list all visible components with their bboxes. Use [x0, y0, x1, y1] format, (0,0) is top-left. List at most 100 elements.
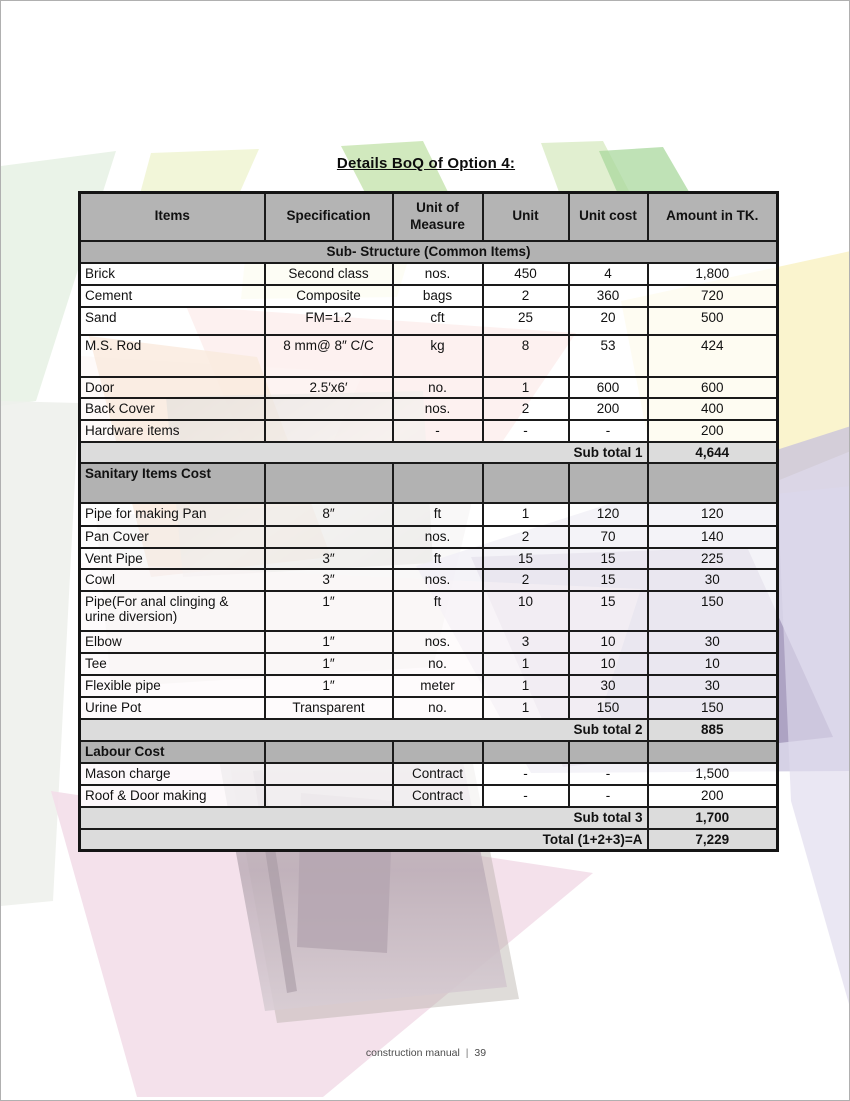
- item-cell: Flexible pipe: [78, 673, 266, 698]
- item-cell: Cowl: [78, 567, 266, 592]
- bg-shape-pale-green-left-low: [1, 401, 79, 906]
- col-header-3: Unit: [481, 191, 570, 242]
- spec-cell: 2.5′x6′: [263, 375, 394, 399]
- subtotal-row: Sub total 2 885: [78, 717, 779, 742]
- item-cell: Roof & Door making: [78, 783, 266, 808]
- item-cell: Mason charge: [78, 761, 266, 786]
- spec-cell: 8″: [263, 501, 394, 527]
- table-row: Sand FM=1.2 cft 25 20 500: [78, 305, 779, 336]
- boq-table-head: Items Specification Unit of Measure Unit Uni…: [78, 191, 779, 242]
- uom-cell: Contract: [391, 761, 484, 786]
- item-cell: Elbow: [78, 629, 266, 654]
- subtotal-label: Sub total 2: [78, 717, 649, 742]
- table-row: Cowl 3″ nos. 2 15 30: [78, 567, 779, 592]
- spec-cell: [263, 418, 394, 443]
- table-row: Vent Pipe 3″ ft 15 15 225: [78, 546, 779, 570]
- spec-cell: [263, 783, 394, 808]
- table-row: Tee 1″ no. 1 10 10: [78, 651, 779, 676]
- unit-cell: 2: [481, 567, 570, 592]
- table-row: Roof & Door making Contract - -200: [78, 783, 779, 808]
- bg-shape-lavender-right-wedge: [777, 451, 849, 1004]
- boq-table: Items Specification Unit of Measure Unit Uni…: [78, 191, 779, 852]
- uom-cell: no.: [391, 375, 484, 399]
- uom-cell: meter: [391, 673, 484, 698]
- grand-total-label: Total (1+2+3)=A: [78, 827, 649, 852]
- unit-cell: 450: [481, 261, 570, 286]
- cost-cell: 10: [567, 651, 649, 676]
- section-banner-cell: [567, 461, 649, 504]
- spec-cell: Composite: [263, 283, 394, 308]
- item-cell: Pipe for making Pan: [78, 501, 266, 527]
- section-banner-cell: [391, 739, 484, 764]
- uom-cell: -: [391, 418, 484, 443]
- cost-cell: 600: [567, 375, 649, 399]
- page-footer: construction manual | 39: [1, 1047, 849, 1059]
- col-header-1: Specification: [263, 191, 394, 242]
- table-row: M.S. Rod 8 mm@ 8″ C/C kg 8 53 424: [78, 333, 779, 378]
- subtotal-row: Sub total 3 1,700: [78, 805, 779, 830]
- uom-cell: nos.: [391, 396, 484, 421]
- unit-cell: -: [481, 783, 570, 808]
- spec-cell: FM=1.2: [263, 305, 394, 336]
- page-title: Details BoQ of Option 4:: [336, 155, 516, 172]
- table-row: Mason charge Contract - -1,500: [78, 761, 779, 786]
- header-row: Items Specification Unit of Measure Unit Uni…: [78, 191, 779, 242]
- unit-cell: 15: [481, 546, 570, 570]
- grand-total-row: Total (1+2+3)=A 7,229: [78, 827, 779, 852]
- section-banner-row: Labour Cost: [78, 739, 779, 764]
- footer-page-number: 39: [474, 1047, 487, 1059]
- footer-label: construction manual: [365, 1047, 460, 1059]
- cost-cell: -: [567, 783, 649, 808]
- section-banner-row: Sub- Structure (Common Items): [78, 239, 779, 264]
- section-banner-cell: [263, 461, 394, 504]
- unit-cell: 3: [481, 629, 570, 654]
- cost-cell: 360: [567, 283, 649, 308]
- unit-cell: 1: [481, 501, 570, 527]
- section-label: Sub- Structure (Common Items): [78, 239, 779, 264]
- amount-cell: 600: [646, 375, 779, 399]
- item-cell: Cement: [78, 283, 266, 308]
- unit-cell: 1: [481, 695, 570, 720]
- unit-cell: -: [481, 761, 570, 786]
- table-row: Pipe(For anal clinging & urine diversion…: [78, 589, 779, 632]
- item-cell: Hardware items: [78, 418, 266, 443]
- subtotal-row: Sub total 1 4,644: [78, 440, 779, 464]
- uom-cell: no.: [391, 651, 484, 676]
- cost-cell: 30: [567, 673, 649, 698]
- cost-cell: 120: [567, 501, 649, 527]
- item-cell: Urine Pot: [78, 695, 266, 720]
- subtotal-amount: 885: [646, 717, 779, 742]
- spec-cell: [263, 524, 394, 549]
- spec-cell: 1″: [263, 629, 394, 654]
- unit-cell: 1: [481, 651, 570, 676]
- section-banner-cell: [646, 461, 779, 504]
- cost-cell: 15: [567, 567, 649, 592]
- uom-cell: nos.: [391, 629, 484, 654]
- col-header-4: Unit cost: [567, 191, 649, 242]
- item-cell: Brick: [78, 261, 266, 286]
- spec-cell: Transparent: [263, 695, 394, 720]
- table-row: Brick Second class nos. 450 4 1,800: [78, 261, 779, 286]
- spec-cell: 1″: [263, 651, 394, 676]
- cost-cell: -: [567, 761, 649, 786]
- cost-cell: 70: [567, 524, 649, 549]
- unit-cell: 25: [481, 305, 570, 336]
- spec-cell: [263, 396, 394, 421]
- table-row: Elbow 1″ nos. 3 10 30: [78, 629, 779, 654]
- section-banner-cell: [481, 461, 570, 504]
- section-banner-row: Sanitary Items Cost: [78, 461, 779, 504]
- table-row: Urine Pot Transparent no. 1 150 150: [78, 695, 779, 720]
- table-row: Hardware items - - -200: [78, 418, 779, 443]
- amount-cell: 500: [646, 305, 779, 336]
- section-banner-cell: [567, 739, 649, 764]
- subtotal-label: Sub total 1: [78, 440, 649, 464]
- unit-cell: 2: [481, 524, 570, 549]
- uom-cell: no.: [391, 695, 484, 720]
- cost-cell: 10: [567, 629, 649, 654]
- table-row: Flexible pipe 1″ meter 1 30 30: [78, 673, 779, 698]
- spec-cell: 1″: [263, 673, 394, 698]
- item-cell: M.S. Rod: [78, 333, 266, 378]
- cost-cell: 4: [567, 261, 649, 286]
- uom-cell: kg: [391, 333, 484, 378]
